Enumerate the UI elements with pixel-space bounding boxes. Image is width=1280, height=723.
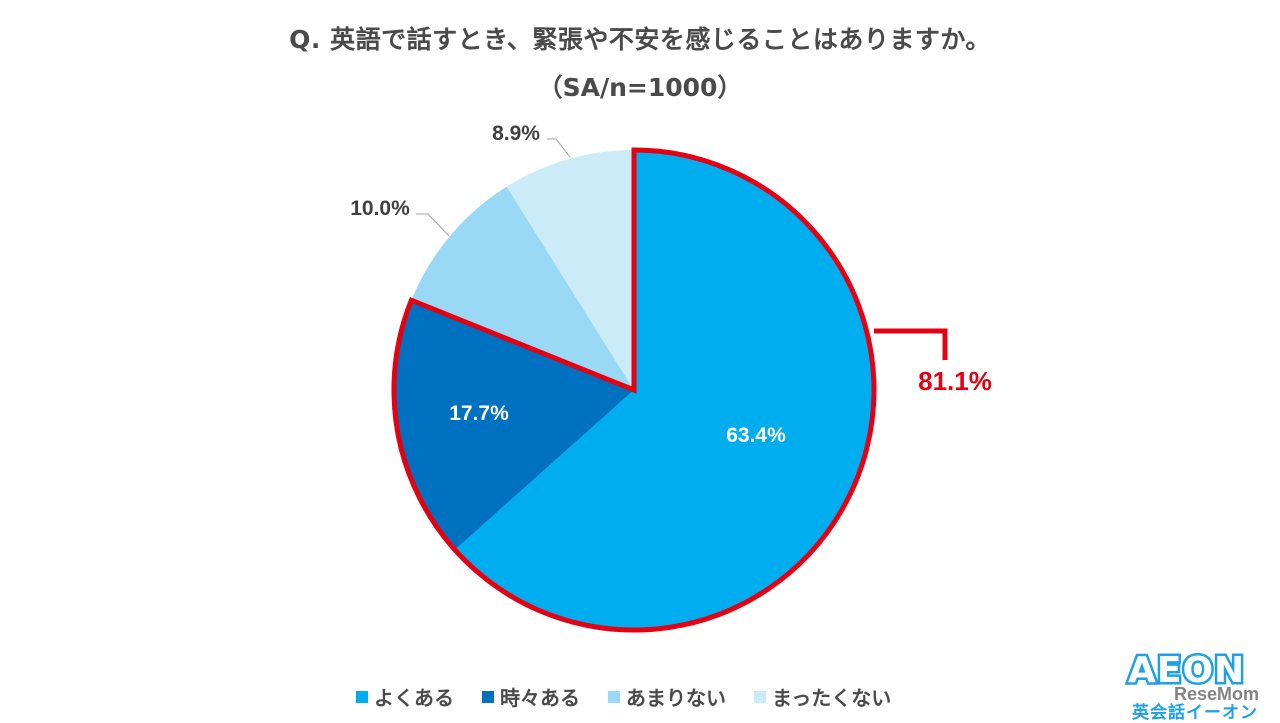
slice-yoku-aru <box>455 149 875 630</box>
data-label-tokidoki-aru: 17.7% <box>449 402 509 425</box>
slice-tokidoki-aru <box>393 300 634 550</box>
highlight-outline <box>391 147 877 633</box>
legend: よくある 時々ある あまりない まったくない <box>356 682 891 711</box>
logo-brand: AEON <box>1125 648 1246 694</box>
legend-swatch-icon <box>754 690 766 703</box>
legend-item-amari-nai: あまりない <box>608 682 726 711</box>
data-label-amari-nai: 10.0% <box>350 197 410 220</box>
legend-swatch-icon <box>482 690 494 703</box>
leader-line-10-0 <box>416 213 450 237</box>
legend-item-mattaku-nai: まったくない <box>754 682 891 711</box>
aeon-logo: AEON 英会話イーオン <box>1125 648 1276 723</box>
chart-title: Q. 英語で話すとき、緊張や不安を感じることはありますか。 <box>289 25 991 54</box>
legend-item-yoku-aru: よくある <box>356 682 454 711</box>
legend-item-tokidoki-aru: 時々ある <box>482 682 580 711</box>
legend-label: まったくない <box>772 686 892 710</box>
highlight-bracket <box>874 328 948 360</box>
leader-line-8-9 <box>547 138 571 158</box>
chart-subtitle: （SA/n=1000） <box>537 73 743 102</box>
slice-mattaku-nai <box>506 150 634 390</box>
data-label-mattaku-nai: 8.9% <box>492 122 540 145</box>
slice-amari-nai <box>411 186 634 390</box>
legend-swatch-icon <box>356 690 368 703</box>
legend-label: 時々ある <box>500 686 580 710</box>
data-label-yoku-aru: 63.4% <box>726 424 786 447</box>
legend-label: あまりない <box>626 686 726 710</box>
legend-label: よくある <box>374 686 454 710</box>
watermark: ReseMom <box>1174 684 1260 704</box>
logo-subtitle: 英会話イーオン <box>1132 703 1258 723</box>
legend-swatch-icon <box>608 690 620 703</box>
highlight-total-label: 81.1% <box>918 366 992 396</box>
